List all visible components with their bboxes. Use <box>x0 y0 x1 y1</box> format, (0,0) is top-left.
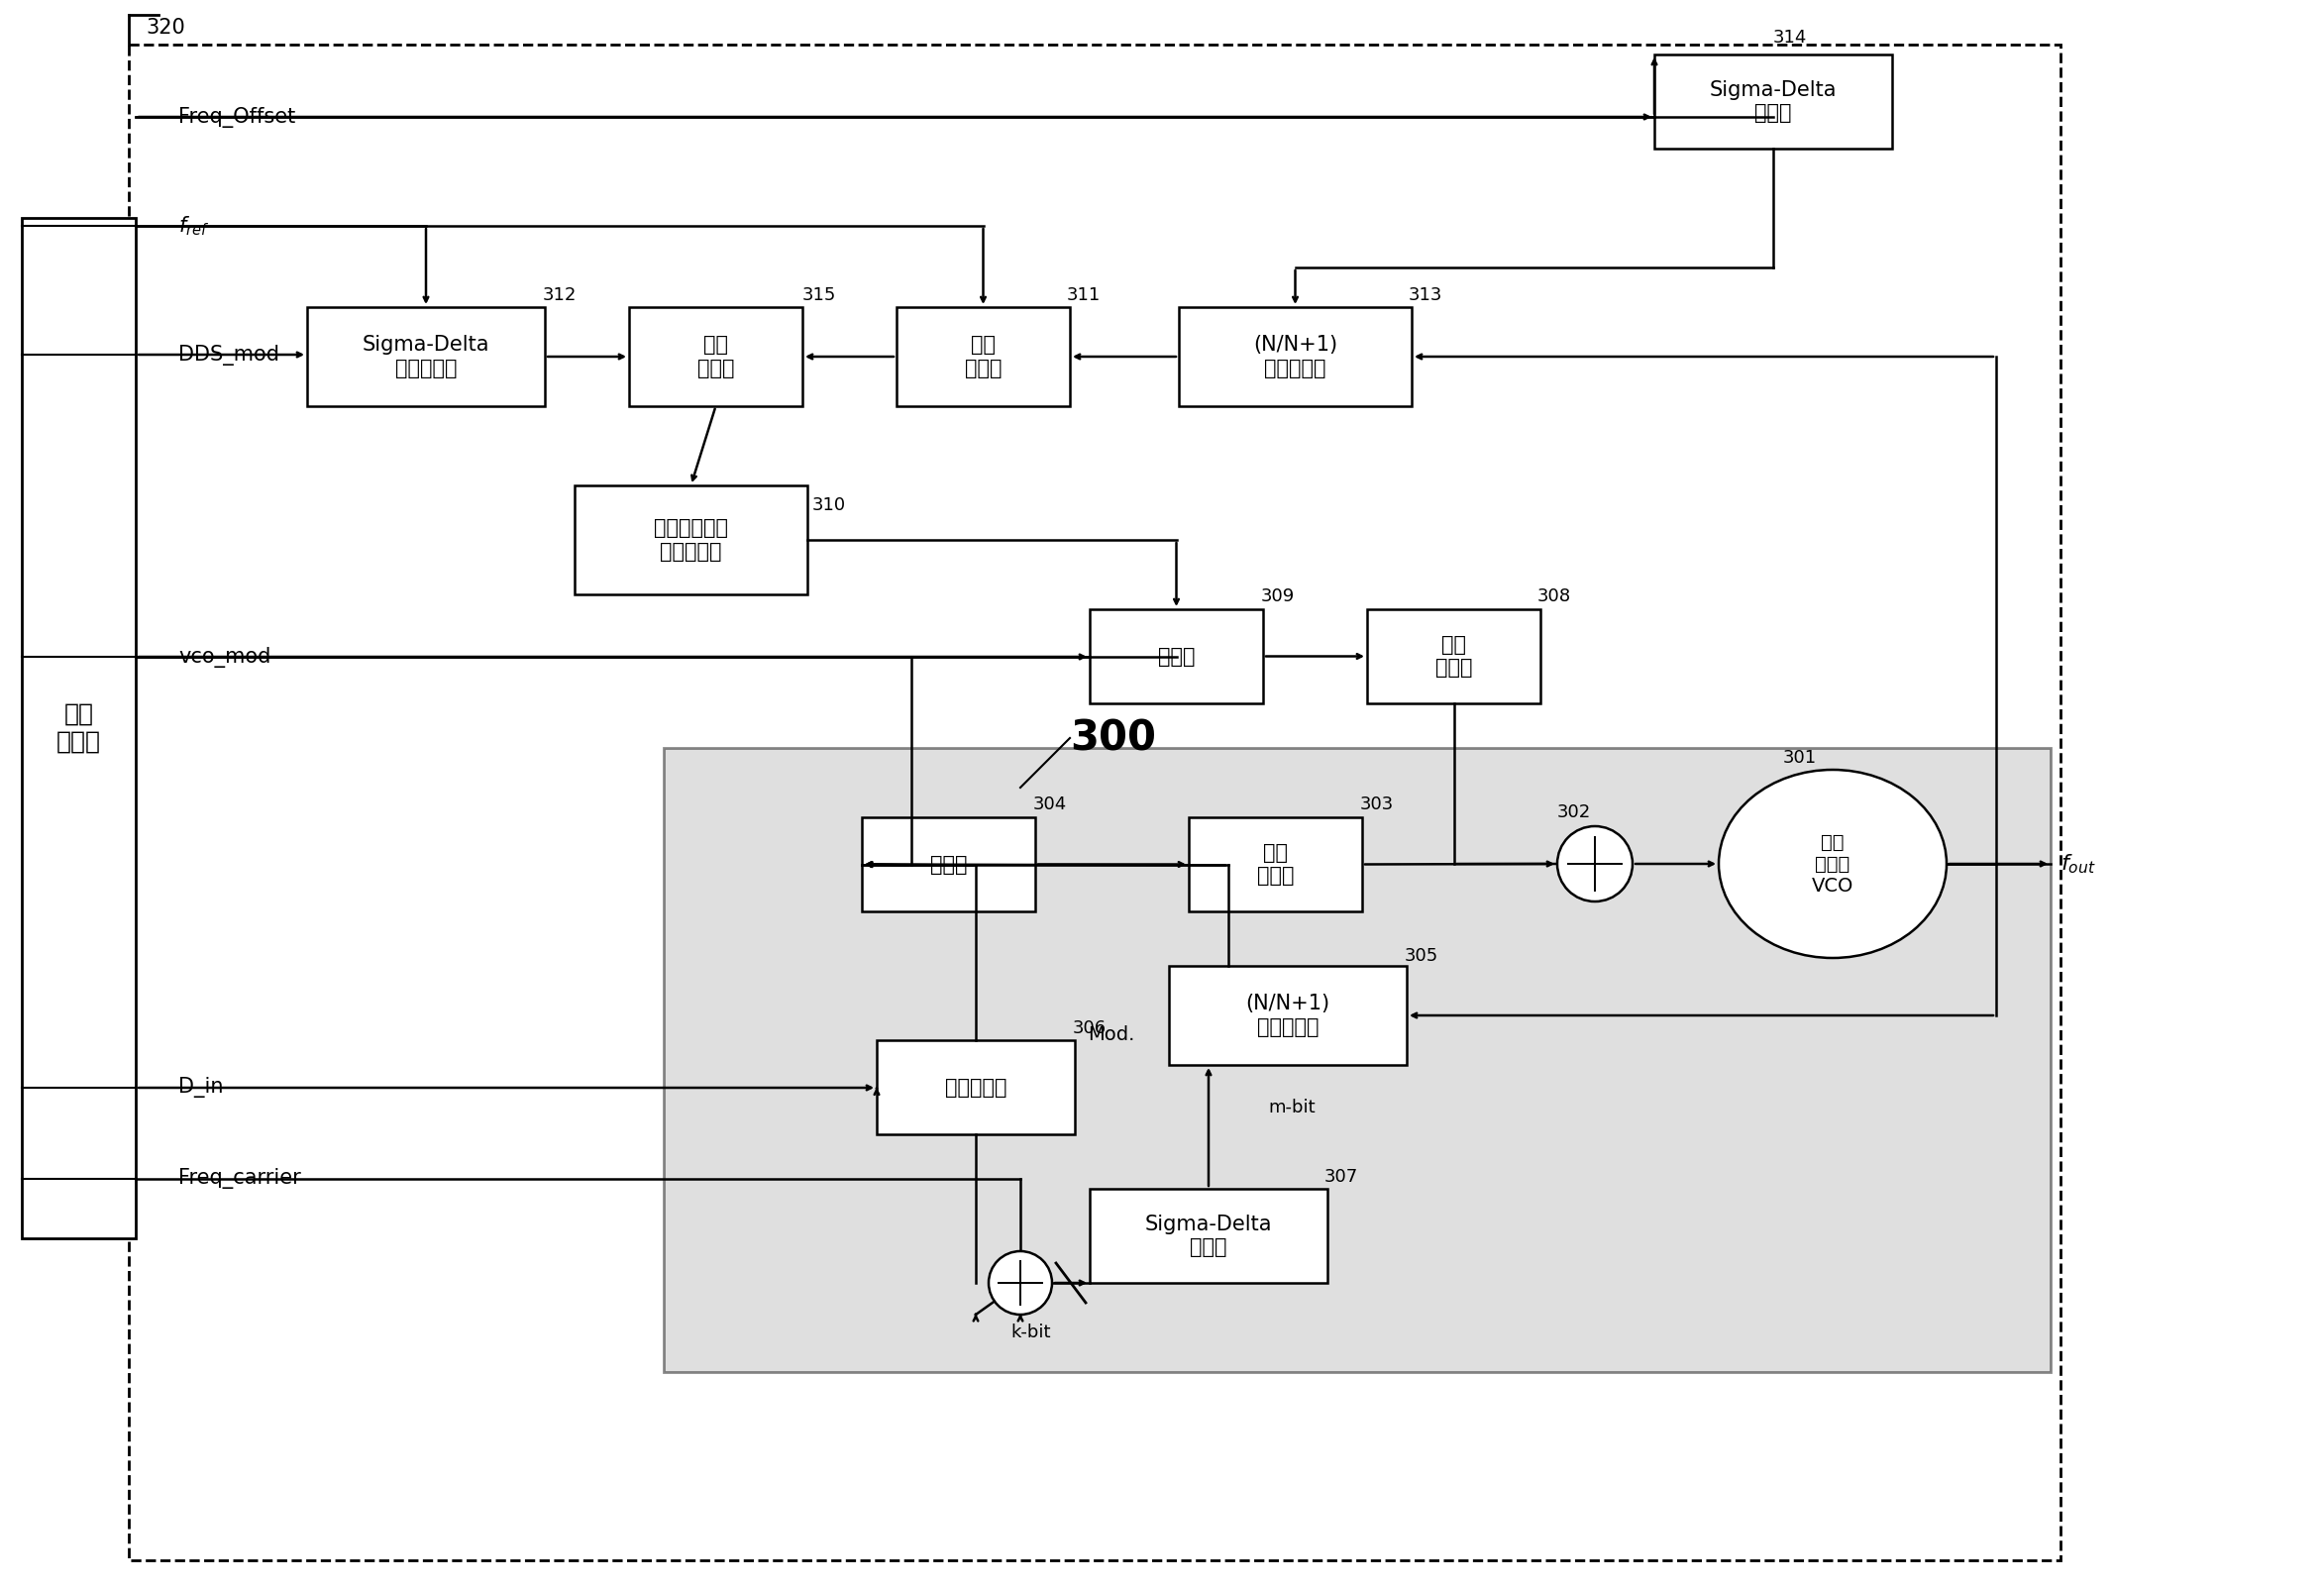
Text: 频数
转换器: 频数 转换器 <box>964 335 1002 378</box>
Text: D_in: D_in <box>179 1078 223 1099</box>
Circle shape <box>1557 827 1631 902</box>
Ellipse shape <box>1720 770 1948 957</box>
Text: 308: 308 <box>1538 587 1571 606</box>
Text: k-bit: k-bit <box>1011 1323 1050 1342</box>
Text: 301: 301 <box>1783 749 1817 766</box>
Text: (N/N+1)
双模分频器: (N/N+1) 双模分频器 <box>1253 335 1336 378</box>
Text: Sigma-Delta
调制器: Sigma-Delta 调制器 <box>1710 80 1836 122</box>
Text: 307: 307 <box>1325 1169 1360 1186</box>
Text: $f_{out}$: $f_{out}$ <box>2061 852 2096 876</box>
Text: DDS_mod: DDS_mod <box>179 345 279 366</box>
Text: Freq_Offset: Freq_Offset <box>179 107 295 127</box>
Bar <box>665 747 2050 1372</box>
Text: 鉴相器: 鉴相器 <box>930 854 967 875</box>
Bar <box>876 1040 1074 1134</box>
Text: 306: 306 <box>1074 1019 1106 1037</box>
Text: 314: 314 <box>1773 29 1808 46</box>
Text: 基带
处理器: 基带 处理器 <box>56 703 100 754</box>
Text: 312: 312 <box>544 286 576 304</box>
Bar <box>862 817 1034 911</box>
Circle shape <box>988 1251 1053 1315</box>
Bar <box>574 485 806 595</box>
Text: 数模
转换器: 数模 转换器 <box>1436 634 1473 677</box>
Bar <box>21 218 135 1239</box>
Text: 频率
检测器: 频率 检测器 <box>697 335 734 378</box>
Bar <box>1367 609 1541 703</box>
Text: 315: 315 <box>802 286 837 304</box>
Text: 加权滤波器和
参数查寻表: 加权滤波器和 参数查寻表 <box>653 518 727 561</box>
Text: Sigma-Delta
频率合成器: Sigma-Delta 频率合成器 <box>363 335 490 378</box>
Text: 302: 302 <box>1557 803 1592 822</box>
Text: 303: 303 <box>1360 795 1394 814</box>
Bar <box>1178 307 1411 405</box>
Text: 320: 320 <box>146 17 186 38</box>
Text: 309: 309 <box>1262 587 1294 606</box>
Text: 311: 311 <box>1067 286 1102 304</box>
Text: (N/N+1)
双模分频器: (N/N+1) 双模分频器 <box>1246 994 1329 1037</box>
Bar <box>128 45 2061 1560</box>
Text: 310: 310 <box>813 496 846 514</box>
Text: 增益器: 增益器 <box>1157 647 1195 666</box>
Bar <box>1190 817 1362 911</box>
Text: 304: 304 <box>1034 795 1067 814</box>
Bar <box>630 307 802 405</box>
Bar <box>897 307 1069 405</box>
Text: vco_mod: vco_mod <box>179 647 272 668</box>
Bar <box>1090 1189 1327 1283</box>
Text: 压控
震荡器
VCO: 压控 震荡器 VCO <box>1813 833 1855 895</box>
Text: 300: 300 <box>1069 717 1155 758</box>
Bar <box>1090 609 1262 703</box>
Text: 305: 305 <box>1404 948 1439 965</box>
Bar <box>1169 965 1406 1065</box>
Bar <box>1655 54 1892 148</box>
Text: m-bit: m-bit <box>1269 1099 1315 1116</box>
Text: Freq_carrier: Freq_carrier <box>179 1169 300 1189</box>
Bar <box>307 307 544 405</box>
Text: Mod.: Mod. <box>1088 1026 1134 1045</box>
Text: 环路
滤波器: 环路 滤波器 <box>1257 843 1294 886</box>
Text: 发送滤波器: 发送滤波器 <box>946 1078 1006 1097</box>
Text: $f_{ref}$: $f_{ref}$ <box>179 215 209 237</box>
Text: 313: 313 <box>1408 286 1443 304</box>
Text: Sigma-Delta
调制器: Sigma-Delta 调制器 <box>1146 1215 1271 1258</box>
